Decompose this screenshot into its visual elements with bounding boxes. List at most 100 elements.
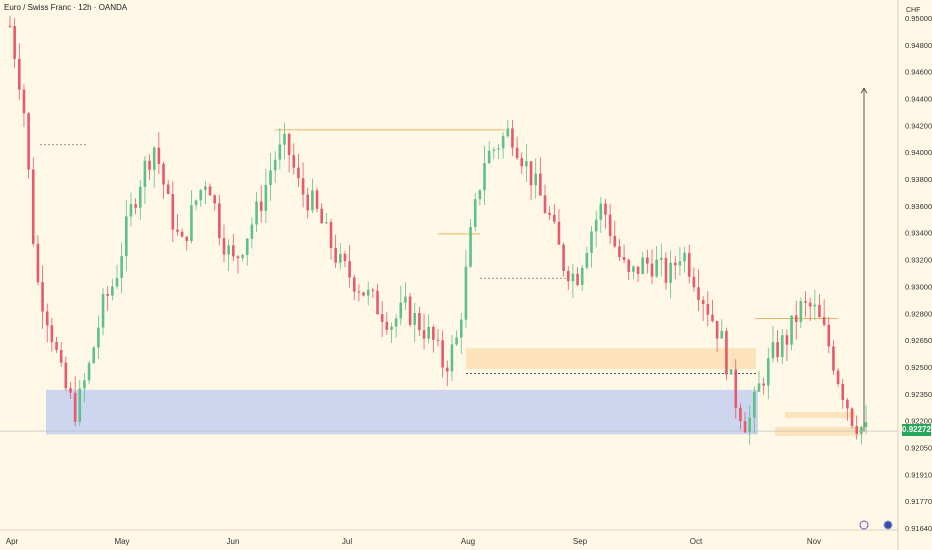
candle-body-143 xyxy=(673,262,677,266)
candle-body-48 xyxy=(232,245,235,257)
candle-body-14 xyxy=(73,392,77,422)
candle-body-39 xyxy=(190,205,193,241)
candle-body-62 xyxy=(297,167,300,179)
candle-body-112 xyxy=(529,161,533,186)
candle-body-139 xyxy=(655,259,658,277)
candle-body-55 xyxy=(264,184,268,211)
candle-body-21 xyxy=(106,293,109,296)
candle-body-140 xyxy=(660,257,663,260)
candle-body-170 xyxy=(799,301,803,322)
candle-body-116 xyxy=(548,212,551,215)
y-tick-label: 0.93400 xyxy=(905,229,932,238)
candle-body-71 xyxy=(339,253,342,263)
candle-body-155 xyxy=(729,369,733,375)
candle-body-92 xyxy=(436,339,440,341)
candle-body-168 xyxy=(790,315,793,345)
y-tick-label: 0.92500 xyxy=(905,363,932,372)
candle-body-91 xyxy=(432,326,435,340)
candle-body-183 xyxy=(860,426,863,434)
candle-body-180 xyxy=(846,399,849,409)
y-tick-label: 0.93200 xyxy=(905,256,932,265)
candle-body-87 xyxy=(413,313,417,325)
candle-body-126 xyxy=(594,219,598,232)
candle-body-23 xyxy=(115,277,119,287)
candle-body-106 xyxy=(501,136,505,149)
candle-body-156 xyxy=(734,369,738,408)
candle-body-135 xyxy=(636,266,640,274)
candle-body-65 xyxy=(311,190,314,211)
currency-label: CHF xyxy=(906,7,921,14)
candle-body-27 xyxy=(134,204,137,208)
dividend-marker-icon xyxy=(883,520,893,530)
candle-body-160 xyxy=(753,391,756,418)
candle-body-125 xyxy=(590,231,593,253)
candle-body-108 xyxy=(511,128,514,148)
candle-body-54 xyxy=(259,201,263,211)
y-tick-label: 0.93800 xyxy=(905,175,932,184)
candle-body-145 xyxy=(683,252,686,262)
y-tick-label: 0.92800 xyxy=(905,309,932,318)
candle-body-42 xyxy=(204,186,207,191)
candle-body-103 xyxy=(487,150,491,164)
candle-body-61 xyxy=(292,154,296,168)
candle-body-74 xyxy=(352,277,356,292)
candle-body-41 xyxy=(199,190,203,201)
y-tick-label: 0.94200 xyxy=(905,121,932,130)
candle-body-79 xyxy=(376,290,379,315)
candle-body-37 xyxy=(180,231,184,237)
candle-body-120 xyxy=(566,270,570,282)
candle-body-45 xyxy=(218,203,221,239)
candle-body-113 xyxy=(534,173,537,186)
candle-body-162 xyxy=(762,383,765,386)
candle-body-73 xyxy=(348,261,351,278)
candle-body-176 xyxy=(827,324,831,347)
candle-body-99 xyxy=(469,226,472,267)
candle-body-95 xyxy=(450,344,454,372)
candle-body-11 xyxy=(59,350,63,363)
y-tick-label: 0.95000 xyxy=(905,14,932,23)
candle-body-81 xyxy=(385,321,389,330)
candle-body-166 xyxy=(780,335,784,358)
y-tick-label: 0.92050 xyxy=(905,443,932,452)
candle-body-165 xyxy=(776,342,779,358)
candle-body-85 xyxy=(404,296,407,303)
candle-body-16 xyxy=(83,380,86,389)
candle-body-51 xyxy=(245,238,249,255)
candle-body-152 xyxy=(715,321,719,339)
candle-body-124 xyxy=(585,252,589,268)
y-tick-label: 0.94000 xyxy=(905,148,932,157)
candle-body-149 xyxy=(701,300,705,305)
candle-body-117 xyxy=(553,214,556,222)
candle-body-138 xyxy=(650,263,654,277)
candle-body-173 xyxy=(813,304,817,307)
x-tick-label: Sep xyxy=(573,537,588,546)
candle-body-129 xyxy=(608,214,612,237)
candle-body-38 xyxy=(185,236,189,241)
candle-body-15 xyxy=(78,388,82,422)
candle-body-121 xyxy=(571,273,575,282)
candle-body-158 xyxy=(743,421,747,433)
candle-body-19 xyxy=(97,327,100,348)
candle-body-46 xyxy=(222,238,226,255)
candle-body-0 xyxy=(8,25,12,27)
candle-body-141 xyxy=(664,257,668,283)
candle-body-178 xyxy=(836,370,840,384)
candle-body-127 xyxy=(599,203,603,220)
candle-body-66 xyxy=(315,190,319,209)
y-tick-label: 0.94600 xyxy=(905,68,932,77)
candle-body-132 xyxy=(622,257,626,260)
candle-body-142 xyxy=(669,262,672,283)
candle-body-151 xyxy=(711,314,714,322)
candle-body-172 xyxy=(808,302,812,307)
candle-body-3 xyxy=(22,89,26,114)
supply-zone-orange xyxy=(466,348,756,370)
candle-body-59 xyxy=(283,133,286,145)
candle-body-25 xyxy=(125,216,128,257)
candle-body-4 xyxy=(27,113,30,170)
candle-body-102 xyxy=(483,163,486,191)
candle-body-147 xyxy=(692,276,696,288)
x-tick-label: Oct xyxy=(690,537,703,546)
x-tick-label: Nov xyxy=(807,537,821,546)
candle-body-90 xyxy=(427,326,430,339)
